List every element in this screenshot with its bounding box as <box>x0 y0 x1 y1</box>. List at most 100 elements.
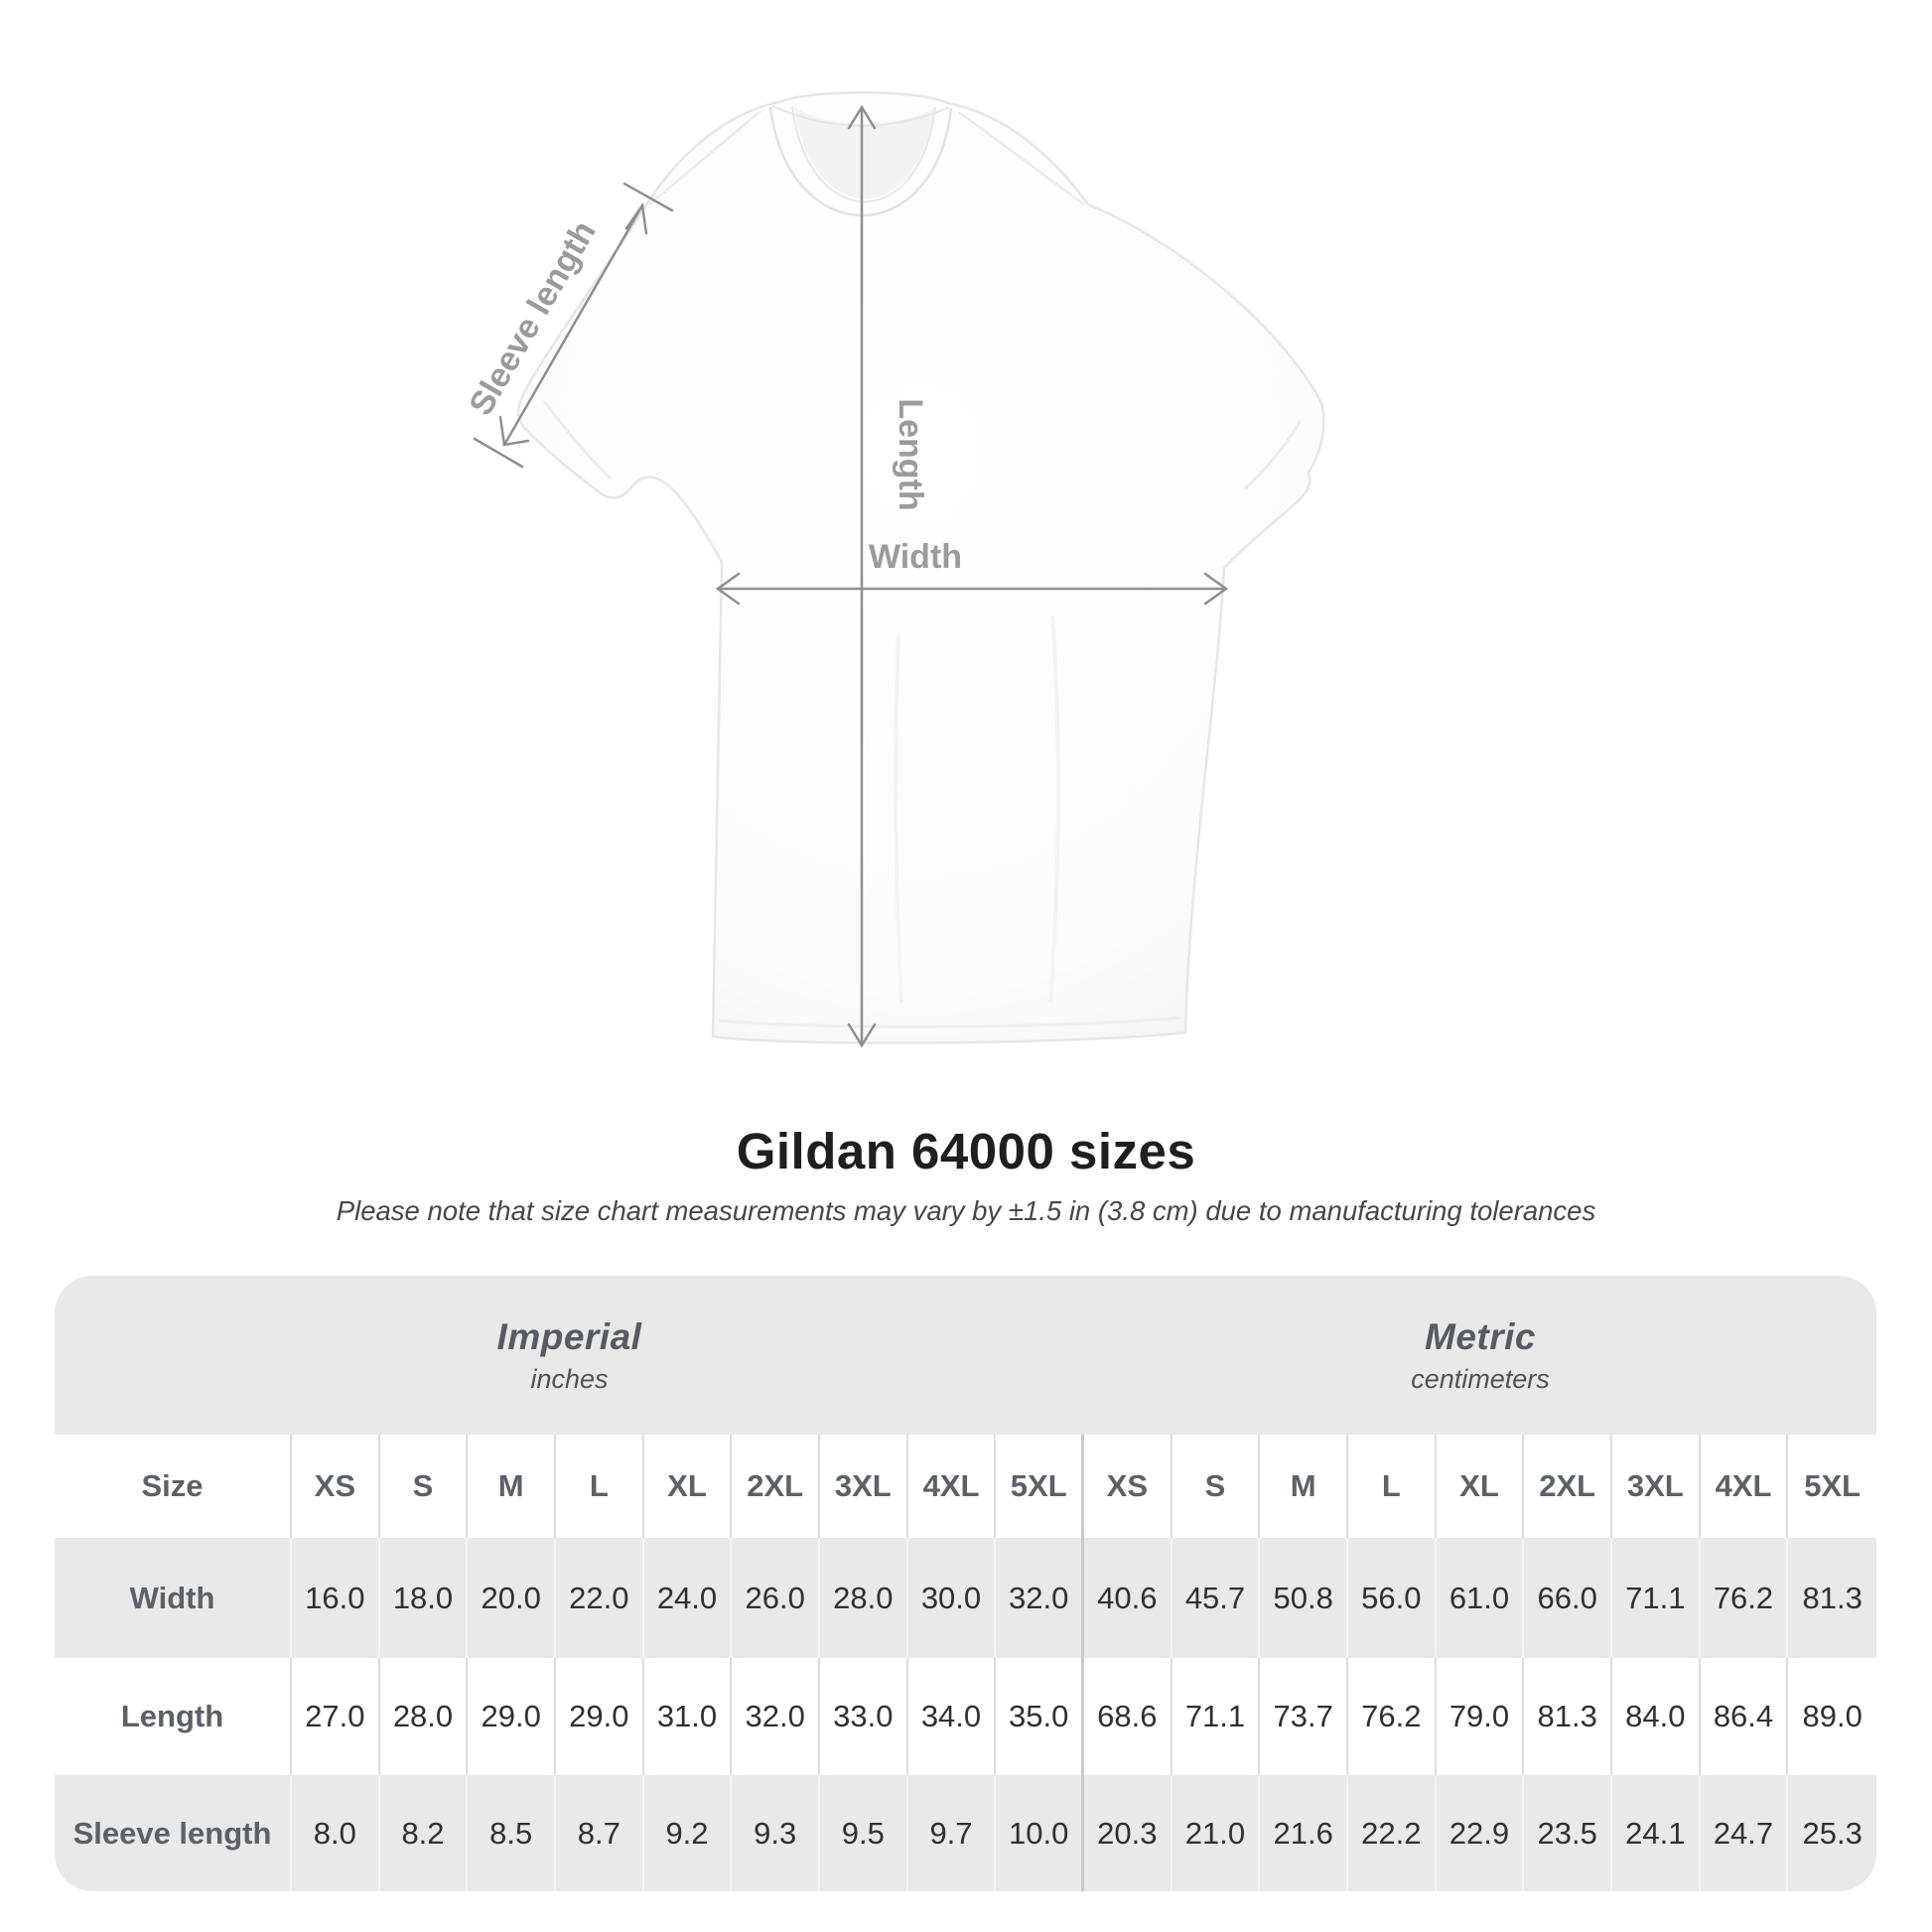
value-cell: 68.6 <box>1084 1658 1173 1775</box>
size-header-xl: XL <box>1437 1435 1525 1538</box>
value-cell: 28.0 <box>820 1538 908 1658</box>
size-header-3xl: 3XL <box>1612 1435 1701 1538</box>
imperial-subtitle: inches <box>530 1363 609 1394</box>
value-cell: 22.0 <box>556 1538 644 1658</box>
imperial-title: Imperial <box>496 1315 642 1357</box>
left-shoulder-seam <box>648 110 761 206</box>
imperial-header-group: Imperial inches <box>55 1276 1084 1435</box>
table-row-length: Length 27.0 28.0 29.0 29.0 31.0 32.0 33.0 34.0 35… <box>55 1658 1876 1775</box>
tshirt-diagram: Sleeve length Length Width <box>462 91 1325 1048</box>
size-header-m: M <box>1260 1435 1348 1538</box>
size-header-4xl: 4XL <box>908 1435 997 1538</box>
value-cell: 24.1 <box>1612 1775 1701 1891</box>
metric-subtitle: centimeters <box>1411 1363 1550 1394</box>
value-cell: 56.0 <box>1348 1538 1437 1658</box>
value-cell: 34.0 <box>908 1658 997 1775</box>
size-header-2xl: 2XL <box>732 1435 820 1538</box>
value-cell: 26.0 <box>732 1538 820 1658</box>
value-cell: 21.6 <box>1260 1775 1348 1891</box>
size-header-l: L <box>1348 1435 1437 1538</box>
value-cell: 18.0 <box>380 1538 469 1658</box>
value-cell: 89.0 <box>1802 1699 1863 1733</box>
value-cell: 16.0 <box>292 1538 380 1658</box>
size-header-2xl: 2XL <box>1524 1435 1612 1538</box>
value-cell: 8.0 <box>292 1775 380 1891</box>
size-header-xs: XS <box>1084 1435 1173 1538</box>
value-cell: 81.3 <box>1802 1580 1863 1615</box>
value-cell: 33.0 <box>820 1658 908 1775</box>
value-cell: 86.4 <box>1701 1658 1789 1775</box>
value-cell: 29.0 <box>468 1658 556 1775</box>
table-row-sleeve-length: Sleeve length 8.0 8.2 8.5 8.7 9.2 9.3 9.5 9.7 10.… <box>55 1775 1876 1891</box>
page-title: Gildan 64000 sizes <box>736 1123 1196 1179</box>
fabric-crease <box>1048 615 1060 1004</box>
row-label: Sleeve length <box>55 1775 292 1891</box>
metric-header-group: Metric centimeters <box>1084 1276 1876 1435</box>
right-shoulder-seam <box>958 110 1085 207</box>
value-cell: 25.3 <box>1802 1815 1863 1851</box>
value-cell: 30.0 <box>908 1538 997 1658</box>
size-header-5xl: 5XL <box>996 1435 1084 1538</box>
right-sleeve-seam <box>1243 420 1303 490</box>
value-cell: 76.2 <box>1701 1538 1789 1658</box>
value-cell: 8.5 <box>468 1775 556 1891</box>
size-header-l: L <box>556 1435 644 1538</box>
value-cell: 35.0 <box>996 1658 1084 1775</box>
size-header-xs: XS <box>292 1435 380 1538</box>
value-cell: 24.7 <box>1701 1775 1789 1891</box>
size-table: Imperial inches Metric centimeters Size X… <box>55 1276 1876 1891</box>
value-cell: 27.0 <box>292 1658 380 1775</box>
value-cell: 28.0 <box>380 1658 469 1775</box>
value-cell: 73.7 <box>1260 1658 1348 1775</box>
value-cell: 10.0 <box>996 1775 1084 1891</box>
size-header-s: S <box>380 1435 469 1538</box>
value-cell: 8.7 <box>556 1775 644 1891</box>
value-cell: 79.0 <box>1437 1658 1525 1775</box>
size-header-s: S <box>1173 1435 1261 1538</box>
value-cell: 9.7 <box>908 1775 997 1891</box>
length-label: Length <box>892 398 929 510</box>
value-cell: 29.0 <box>556 1658 644 1775</box>
size-header-xl: XL <box>644 1435 733 1538</box>
hem-stitch <box>718 1016 1182 1029</box>
tshirt-illustration <box>516 91 1325 1044</box>
value-cell: 76.2 <box>1348 1658 1437 1775</box>
value-cell: 84.0 <box>1612 1658 1701 1775</box>
size-header-row: Size XS S M L XL 2XL 3XL 4XL 5XL XS S M L XL 2XL 3XL 4XL 5… <box>55 1435 1876 1538</box>
length-arrow <box>847 104 877 1048</box>
value-cell: 21.0 <box>1173 1775 1261 1891</box>
unit-header-band: Imperial inches Metric centimeters <box>55 1276 1876 1435</box>
value-cell: 22.9 <box>1437 1775 1525 1891</box>
value-cell: 9.5 <box>820 1775 908 1891</box>
value-cell: 81.3 <box>1524 1658 1612 1775</box>
value-cell: 71.1 <box>1173 1658 1261 1775</box>
value-cell: 71.1 <box>1612 1538 1701 1658</box>
size-header-5xl: 5XL <box>1804 1468 1862 1503</box>
table-row-width: Width 16.0 18.0 20.0 22.0 24.0 26.0 28.0 30.0 32.… <box>55 1538 1876 1658</box>
value-cell: 40.6 <box>1084 1538 1173 1658</box>
value-cell: 20.0 <box>468 1538 556 1658</box>
value-cell: 22.2 <box>1348 1775 1437 1891</box>
collar-inner-rim <box>791 105 936 204</box>
value-cell: 20.3 <box>1084 1775 1173 1891</box>
size-header-m: M <box>468 1435 556 1538</box>
value-cell: 32.0 <box>732 1658 820 1775</box>
value-cell: 9.2 <box>644 1775 733 1891</box>
value-cell: 31.0 <box>644 1658 733 1775</box>
value-cell: 61.0 <box>1437 1538 1525 1658</box>
value-cell: 23.5 <box>1524 1775 1612 1891</box>
measurement-annotations <box>473 104 1229 1048</box>
value-cell: 9.3 <box>732 1775 820 1891</box>
width-arrow <box>715 572 1229 606</box>
value-cell: 45.7 <box>1173 1538 1261 1658</box>
width-label: Width <box>869 538 962 576</box>
sleeve-length-arrow <box>473 182 674 469</box>
value-cell: 8.2 <box>380 1775 469 1891</box>
tolerance-note: Please note that size chart measurements… <box>336 1195 1596 1226</box>
size-corner-header: Size <box>55 1435 292 1538</box>
left-sleeve-seam <box>542 400 613 481</box>
row-label: Length <box>55 1658 292 1775</box>
fabric-crease <box>894 634 903 1004</box>
value-cell: 66.0 <box>1524 1538 1612 1658</box>
